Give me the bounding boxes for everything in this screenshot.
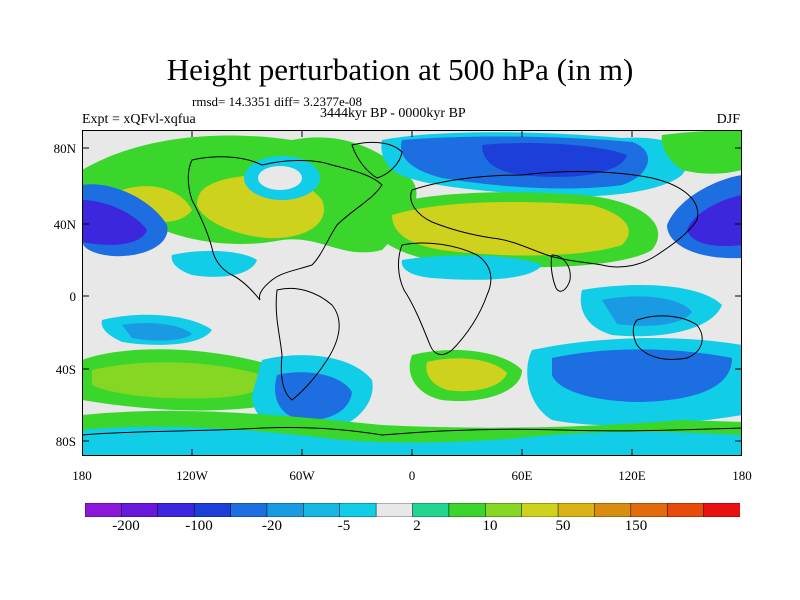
- coast-australia: [632, 315, 703, 360]
- colorbar-label-7: 150: [624, 518, 648, 534]
- lon-label-120w: 120W: [176, 468, 208, 483]
- colorbar-swatch: [630, 503, 668, 517]
- field-lightblue-indonesia-inner: [602, 296, 692, 326]
- colorbar-swatch: [157, 503, 195, 517]
- colorbar-label-4: 2: [413, 518, 421, 534]
- field-darkblue-npac-left: [82, 200, 147, 245]
- colorbar-swatch: [703, 503, 740, 517]
- map-panel: [82, 130, 742, 456]
- colorbar-swatch: [448, 503, 487, 517]
- colorbar-swatch: [375, 503, 414, 517]
- field-lightblue-subtrop-africa: [401, 255, 542, 280]
- coast-south-america: [275, 287, 340, 401]
- lon-label-0: 0: [408, 468, 416, 483]
- colorbar-swatch: [412, 503, 450, 517]
- lon-label-120e: 120E: [618, 468, 646, 483]
- colorbar-swatch: [521, 503, 559, 517]
- field-olive-satl: [426, 358, 507, 392]
- colorbar-swatch: [557, 503, 596, 517]
- colorbar: [85, 503, 740, 517]
- coast-india: [550, 254, 571, 292]
- colorbar-label-1: -100: [185, 518, 213, 534]
- field-blue-sh-left: [122, 323, 192, 341]
- colorbar-label-0: -200: [112, 518, 140, 534]
- field-blue-sh-right: [552, 349, 732, 402]
- field-neutral-hudson: [258, 166, 302, 190]
- colorbar-swatch: [666, 503, 705, 517]
- height-field: [82, 130, 742, 456]
- colorbar-swatch: [594, 503, 632, 517]
- lon-label-60e: 60E: [511, 468, 533, 483]
- coast-eurasia: [410, 171, 699, 268]
- field-lightblue-antarctic: [82, 426, 742, 456]
- colorbar-label-2: -20: [262, 518, 282, 534]
- lat-label-80n: 80N: [53, 141, 76, 156]
- experiment-label: Expt = xQFvl-xqfua: [82, 112, 196, 127]
- field-olive-eurasia-ridge: [392, 202, 629, 256]
- colorbar-swatch: [193, 503, 232, 517]
- colorbar-swatch: [266, 503, 305, 517]
- colorbar-label-3: -5: [337, 518, 351, 534]
- colorbar-swatch: [339, 503, 377, 517]
- coast-antarctica: [82, 426, 742, 436]
- colorbar-label-5: 10: [482, 518, 498, 534]
- plot-title: Height perturbation at 500 hPa (in m): [166, 52, 634, 87]
- field-blue-sam: [274, 372, 352, 421]
- colorbar-swatch: [85, 503, 123, 517]
- lat-label-40s: 40S: [55, 362, 76, 377]
- lon-label-180-left: 180: [72, 468, 92, 483]
- colorbar-swatch: [303, 503, 341, 517]
- colorbar-swatch: [121, 503, 159, 517]
- coast-greenland: [351, 141, 403, 179]
- colorbar-swatch: [230, 503, 268, 517]
- lat-label-80s: 80S: [55, 434, 76, 449]
- field-olive-sh-left: [92, 362, 265, 399]
- period-label: 3444kyr BP - 0000kyr BP: [320, 106, 466, 121]
- field-darkblue-npac-right: [687, 195, 742, 247]
- field-green-arctic-right: [661, 130, 742, 174]
- lon-label-180-right: 180: [732, 468, 752, 483]
- coastlines: [82, 141, 742, 436]
- colorbar-label-6: 50: [555, 518, 571, 534]
- colorbar-swatch: [485, 503, 523, 517]
- lon-label-60w: 60W: [289, 468, 315, 483]
- coast-north-america: [187, 156, 383, 301]
- field-lightblue-subtrop-left: [171, 250, 257, 277]
- lat-label-40n: 40N: [53, 217, 76, 232]
- lat-label-0: 0: [69, 289, 77, 304]
- rmsd-text: rmsd= 14.3351 diff= 3.2377e-08: [192, 94, 363, 109]
- field-darkblue-eurasia: [482, 143, 627, 178]
- axis-ticks: [82, 130, 742, 456]
- season-label: DJF: [716, 112, 740, 127]
- coast-africa: [398, 242, 492, 356]
